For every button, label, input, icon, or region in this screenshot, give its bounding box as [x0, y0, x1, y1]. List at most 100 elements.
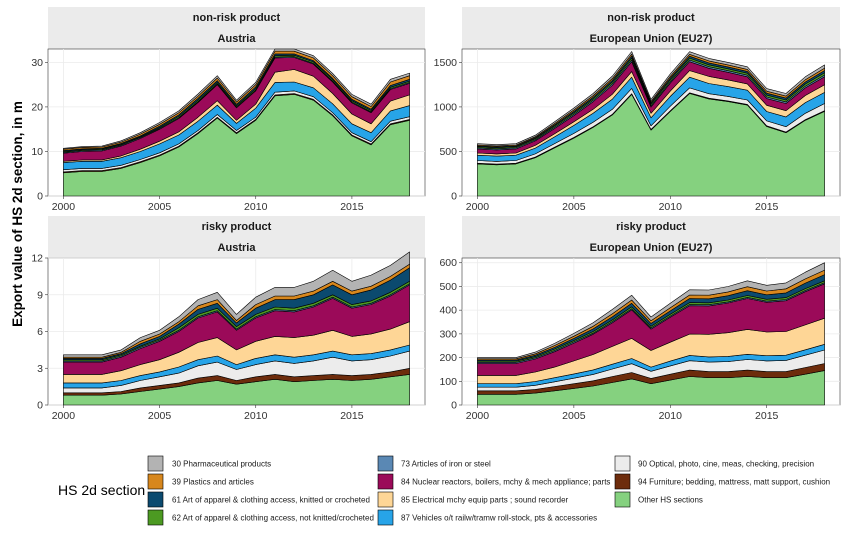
y-tick-label: 500 [439, 281, 457, 293]
y-tick-label: 100 [439, 376, 457, 388]
x-tick-label: 2000 [466, 201, 490, 213]
x-tick-label: 2005 [148, 410, 172, 422]
y-tick-label: 1000 [434, 101, 458, 113]
axes: 0 3 6 9 12 2000 2005 2010 2015 [31, 253, 363, 423]
x-tick-label: 2010 [244, 410, 268, 422]
y-axis-label: Export value of HS 2d section, in m [10, 101, 25, 327]
axes: 0 500 1000 1500 2000 2005 2010 2015 [434, 57, 779, 213]
legend-label: 87 Vehicles o/t railw/tramw roll-stock, … [401, 514, 597, 523]
legend-item: 30 Pharmaceutical products [147, 455, 271, 472]
strip-label-top: non-risk product [607, 12, 695, 24]
legend-item: 87 Vehicles o/t railw/tramw roll-stock, … [377, 509, 597, 526]
legend-swatch [377, 491, 394, 508]
strip-label-top: risky product [202, 221, 272, 233]
y-tick-label: 6 [37, 326, 43, 338]
y-tick-label: 0 [37, 191, 43, 203]
legend-swatch [147, 491, 164, 508]
strip-label-bottom: European Union (EU27) [590, 242, 713, 254]
y-tick-label: 0 [37, 400, 43, 412]
strip-label-top: risky product [616, 221, 686, 233]
stacked-areas [477, 262, 825, 406]
legend-item: 84 Nuclear reactors, boilers, mchy & mec… [377, 473, 610, 490]
legend-swatch [614, 455, 631, 472]
axes: 0 10 20 30 2000 2005 2010 2015 [31, 57, 363, 213]
x-tick-label: 2015 [755, 410, 779, 422]
legend-item: 90 Optical, photo, cine, meas, checking,… [614, 455, 814, 472]
legend-label: 73 Articles of iron or steel [401, 460, 491, 469]
legend: 30 Pharmaceutical products 39 Plastics an… [147, 455, 830, 526]
legend-item: 61 Art of apparel & clothing access, kni… [147, 491, 370, 508]
x-tick-label: 2010 [659, 410, 683, 422]
area-30 [63, 251, 410, 358]
y-tick-label: 9 [37, 289, 43, 301]
y-tick-label: 400 [439, 305, 457, 317]
legend-swatch [614, 491, 631, 508]
legend-swatch [147, 455, 164, 472]
legend-label: Other HS sections [638, 496, 703, 505]
y-tick-label: 10 [31, 146, 43, 158]
panel-3: risky product Austria 0 3 6 9 12 2000 2005 2010 20… [31, 216, 426, 423]
legend-label: 30 Pharmaceutical products [172, 460, 271, 469]
strip-background [48, 216, 425, 258]
y-tick-label: 20 [31, 101, 43, 113]
panel-1: non-risk product Austria 0 10 20 30 2000 2005 20… [31, 7, 426, 213]
strip-label-top: non-risk product [193, 12, 281, 24]
x-tick-label: 2015 [340, 201, 364, 213]
y-tick-label: 200 [439, 352, 457, 364]
x-tick-label: 2015 [755, 201, 779, 213]
legend-swatch [614, 473, 631, 490]
area-30 [477, 51, 825, 147]
legend-item: 39 Plastics and articles [147, 473, 254, 490]
x-tick-label: 2005 [148, 201, 172, 213]
x-tick-label: 2000 [52, 201, 76, 213]
y-tick-label: 12 [31, 253, 43, 265]
legend-swatch [377, 473, 394, 490]
y-tick-label: 300 [439, 328, 457, 340]
area-30 [477, 262, 825, 360]
legend-item: Other HS sections [614, 491, 703, 508]
y-tick-label: 3 [37, 363, 43, 375]
panel-4: risky product European Union (EU27) 0 100 20… [439, 216, 841, 422]
legend-swatch [147, 473, 164, 490]
x-tick-label: 2000 [52, 410, 76, 422]
legend-label: 61 Art of apparel & clothing access, kni… [172, 496, 370, 505]
legend-label: 84 Nuclear reactors, boilers, mchy & mec… [401, 478, 610, 487]
legend-item: 85 Electrical mchy equip parts ; sound r… [377, 491, 569, 508]
legend-title: HS 2d section [58, 482, 145, 498]
legend-item: 94 Furniture; bedding, mattress, matt su… [614, 473, 830, 490]
strip-background [48, 7, 425, 49]
y-tick-label: 0 [451, 191, 457, 203]
legend-swatch [377, 455, 394, 472]
x-tick-label: 2000 [466, 410, 490, 422]
x-tick-label: 2010 [244, 201, 268, 213]
area-30 [63, 48, 410, 150]
legend-label: 62 Art of apparel & clothing access, not… [172, 514, 374, 523]
stacked-areas [63, 251, 410, 406]
y-tick-label: 600 [439, 257, 457, 269]
legend-label: 39 Plastics and articles [172, 478, 254, 487]
strip-label-bottom: Austria [218, 242, 257, 254]
x-tick-label: 2010 [659, 201, 683, 213]
strip-background [462, 7, 840, 49]
strip-label-bottom: Austria [218, 33, 257, 45]
legend-swatch [147, 509, 164, 526]
stacked-areas [63, 48, 410, 197]
y-tick-label: 0 [451, 400, 457, 412]
stacked-areas [477, 51, 825, 197]
x-tick-label: 2005 [562, 201, 586, 213]
y-tick-label: 30 [31, 57, 43, 69]
strip-background [462, 216, 840, 258]
axes: 0 100 200 300 400 500 600 2000 2005 2010 2015 [439, 257, 778, 422]
legend-label: 90 Optical, photo, cine, meas, checking,… [638, 460, 814, 469]
y-tick-label: 1500 [434, 57, 458, 69]
panel-2: non-risk product European Union (EU27) 0 50… [434, 7, 841, 213]
legend-item: 62 Art of apparel & clothing access, not… [147, 509, 374, 526]
legend-swatch [377, 509, 394, 526]
x-tick-label: 2005 [562, 410, 586, 422]
legend-label: 94 Furniture; bedding, mattress, matt su… [638, 478, 830, 487]
y-tick-label: 500 [439, 146, 457, 158]
x-tick-label: 2015 [340, 410, 364, 422]
